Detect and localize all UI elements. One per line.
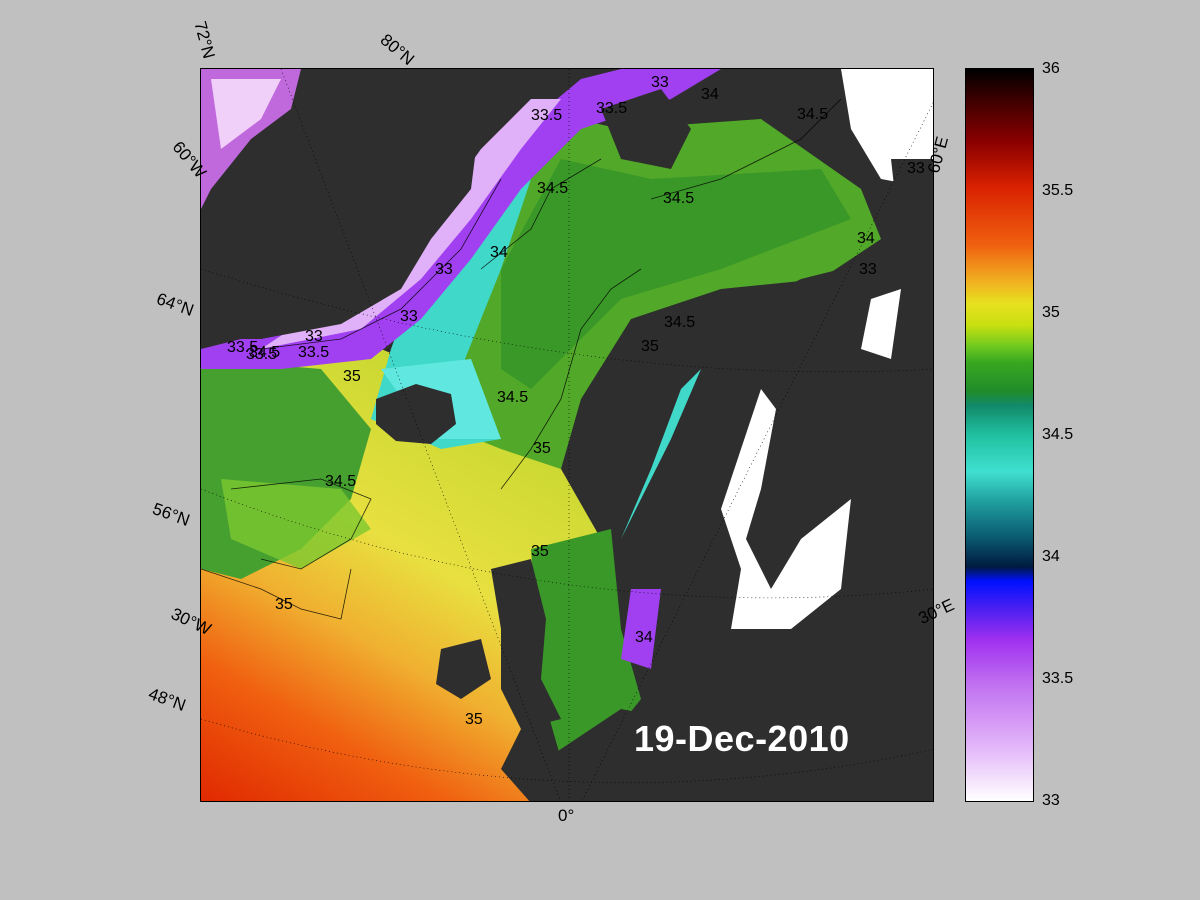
lat-label-56n: 56°N <box>150 499 193 530</box>
contour-label: 34.5 <box>663 190 694 207</box>
contour-label: 34.5 <box>249 344 280 361</box>
contour-label: 34.5 <box>537 180 568 197</box>
contour-label: 34 <box>857 230 875 247</box>
lat-label-48n: 48°N <box>146 684 189 715</box>
contour-line <box>480 158 602 270</box>
contour-label: 34.5 <box>797 106 828 123</box>
contour-label: 35 <box>531 543 549 560</box>
contour-label: 33.5 <box>531 107 562 124</box>
baltic-ice <box>721 389 851 629</box>
contour-label: 35 <box>465 711 483 728</box>
contour-line <box>650 98 842 200</box>
contour-label: 34.5 <box>325 473 356 490</box>
contour-line <box>500 268 642 490</box>
graticule <box>201 69 933 801</box>
iceland <box>376 384 456 444</box>
contour-label: 33 <box>907 160 925 177</box>
colorbar-tick: 34 <box>1042 548 1060 565</box>
contour-label: 33 <box>651 74 669 91</box>
lat-label-64n: 64°N <box>154 289 197 320</box>
contour-label: 33 <box>400 308 418 325</box>
lat-label-80n: 80°N <box>376 30 418 70</box>
greenland <box>201 69 481 339</box>
great-britain <box>491 559 561 729</box>
contours <box>201 98 842 620</box>
contour-label: 35 <box>275 596 293 613</box>
colorbar-tick: 36 <box>1042 60 1060 77</box>
salinity-colorbar <box>965 68 1034 802</box>
contour-label: 35 <box>533 440 551 457</box>
colorbar-tick: 33 <box>1042 792 1060 809</box>
map-canvas: 33.5 33.5 33 34 34.5 34.5 34 33 33 33 33… <box>201 69 933 801</box>
contour-label: 34 <box>635 629 653 646</box>
contour-label: 33.5 <box>596 100 627 117</box>
salinity-map: 33.5 33.5 33 34 34.5 34.5 34 33 33 33 33… <box>200 68 934 802</box>
contour-line <box>201 568 352 620</box>
contour-label: 35 <box>641 338 659 355</box>
contour-label-group: 33.5 33.5 33 34 34.5 34.5 34 33 33 33 33… <box>227 74 925 728</box>
lat-label-72n: 72°N <box>190 19 219 61</box>
ireland <box>436 639 491 699</box>
contour-label: 33 <box>859 261 877 278</box>
contour-label: 34 <box>490 244 508 261</box>
arctic-ice <box>841 69 933 189</box>
contour-label: 33 <box>435 261 453 278</box>
north-sea <box>531 529 641 759</box>
colorbar-tick: 33.5 <box>1042 670 1074 687</box>
colorbar-tick: 35 <box>1042 304 1060 321</box>
contour-label: 33.5 <box>298 344 329 361</box>
lon-label-0: 0° <box>558 806 575 825</box>
europe <box>531 709 681 801</box>
contour-label: 33 <box>305 328 323 345</box>
colorbar-tick: 35.5 <box>1042 182 1074 199</box>
contour-label: 34 <box>701 86 719 103</box>
contour-label: 35 <box>343 368 361 385</box>
colorbar-tick: 34.5 <box>1042 426 1074 443</box>
contour-label: 34.5 <box>497 389 528 406</box>
contour-line <box>260 178 502 350</box>
contour-line <box>230 478 372 570</box>
contour-label: 33.5 <box>227 339 258 356</box>
scandinavia <box>611 259 933 801</box>
contour-label: 34.5 <box>664 314 695 331</box>
date-label: 19-Dec-2010 <box>634 718 850 759</box>
contour-label: 33.5 <box>246 346 277 363</box>
svalbard <box>601 89 691 169</box>
